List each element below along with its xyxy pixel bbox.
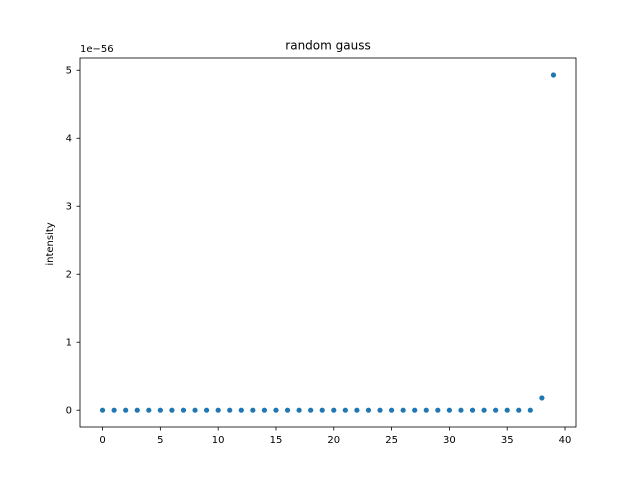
data-point <box>284 407 291 413</box>
data-point <box>319 407 325 413</box>
x-tick-label: 0 <box>99 435 105 446</box>
x-tick-label: 40 <box>559 435 572 446</box>
y-tick-label: 0 <box>66 406 72 417</box>
data-point <box>111 407 117 413</box>
data-point <box>169 407 175 413</box>
data-point <box>388 407 395 413</box>
data-point <box>99 407 106 413</box>
y-tick-label: 3 <box>66 202 72 213</box>
y-tick-label: 2 <box>66 270 72 281</box>
data-point <box>435 407 441 413</box>
data-point <box>134 407 140 413</box>
data-point <box>458 407 464 413</box>
data-point <box>273 407 279 413</box>
data-point <box>123 407 129 413</box>
y-tick-label: 1 <box>66 338 72 349</box>
data-point <box>192 407 198 413</box>
x-tick-label: 5 <box>157 435 163 446</box>
data-point <box>180 407 187 413</box>
data-point <box>157 407 163 413</box>
x-tick-label: 10 <box>212 435 225 446</box>
data-point <box>238 407 244 413</box>
data-point <box>146 407 152 413</box>
data-point <box>527 407 533 413</box>
data-point <box>423 407 429 413</box>
data-point <box>539 395 545 401</box>
x-tick-label: 20 <box>327 435 340 446</box>
data-point <box>308 407 314 413</box>
data-point <box>261 407 268 413</box>
data-point <box>469 407 476 413</box>
y-tick-label: 4 <box>66 134 72 145</box>
data-point <box>215 407 221 413</box>
x-tick-label: 15 <box>270 435 283 446</box>
x-tick-label: 35 <box>501 435 514 446</box>
axes-frame <box>79 57 577 428</box>
data-point <box>412 407 418 413</box>
data-point <box>250 407 256 413</box>
y-offset-label: 1e−56 <box>80 44 114 55</box>
data-point <box>365 407 372 413</box>
data-point <box>227 407 233 413</box>
data-point <box>331 407 337 413</box>
plot-area: 0 5 10 15 20 25 30 35 40 0 1 2 3 4 5 <box>66 57 577 446</box>
data-point <box>377 407 383 413</box>
x-tick-label: 30 <box>443 435 456 446</box>
data-point <box>204 407 210 413</box>
data-point <box>296 407 302 413</box>
data-point <box>516 407 522 413</box>
data-point <box>550 72 557 78</box>
data-point <box>342 407 348 413</box>
data-point <box>493 407 499 413</box>
data-point <box>446 407 452 413</box>
x-tick-label: 25 <box>385 435 398 446</box>
chart-title: random gauss <box>285 39 370 53</box>
y-axis-label: intensity <box>45 222 56 265</box>
data-point <box>504 407 510 413</box>
data-point <box>400 407 406 413</box>
y-tick-label: 5 <box>66 66 72 77</box>
data-point <box>481 407 487 413</box>
data-point <box>354 407 360 413</box>
